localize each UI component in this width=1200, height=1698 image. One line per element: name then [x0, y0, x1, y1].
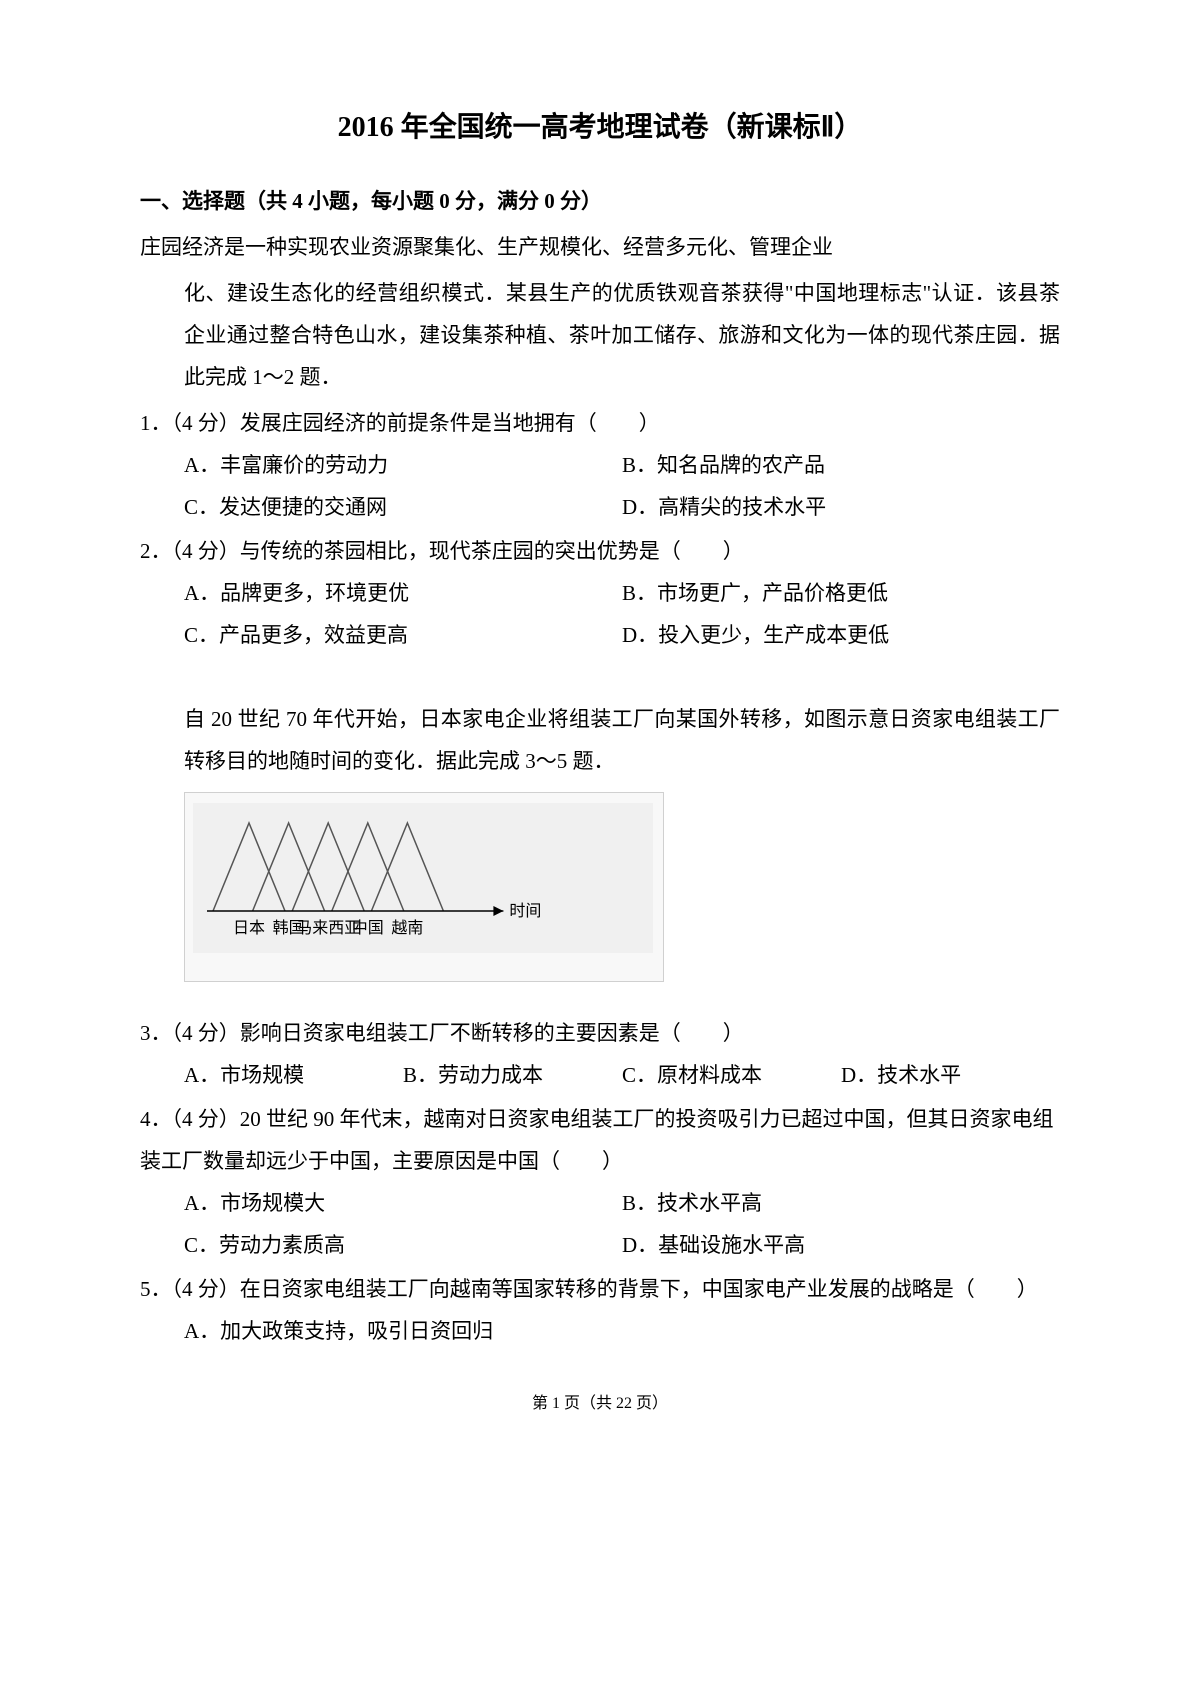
q2-option-a: A．品牌更多，环境更优	[184, 572, 622, 614]
footer-mid: 页（共	[560, 1395, 616, 1412]
q1-options: A．丰富廉价的劳动力 B．知名品牌的农产品 C．发达便捷的交通网 D．高精尖的技…	[140, 444, 1060, 528]
page-footer: 第 1 页（共 22 页）	[140, 1388, 1060, 1420]
diagram-frame: 日本韩国马来西亚中国越南时间	[184, 792, 664, 982]
footer-page: 1	[552, 1395, 560, 1412]
question-2: 2．（4 分）与传统的茶园相比，现代茶庄园的突出优势是（ ） A．品牌更多，环境…	[140, 530, 1060, 656]
q4-option-b: B．技术水平高	[622, 1182, 1060, 1224]
q3-option-a: A．市场规模	[184, 1054, 403, 1096]
q5-option-a: A．加大政策支持，吸引日资回归	[140, 1310, 1060, 1352]
footer-total: 22	[616, 1395, 632, 1412]
q1-stem: 1．（4 分）发展庄园经济的前提条件是当地拥有（ ）	[140, 402, 1060, 444]
passage-1-rest: 化、建设生态化的经营组织模式．某县生产的优质铁观音茶获得"中国地理标志"认证．该…	[140, 272, 1060, 398]
svg-text:越南: 越南	[391, 919, 423, 937]
q3-option-b: B．劳动力成本	[403, 1054, 622, 1096]
q1-option-b: B．知名品牌的农产品	[622, 444, 1060, 486]
q1-option-a: A．丰富廉价的劳动力	[184, 444, 622, 486]
q3-option-d: D．技术水平	[841, 1054, 1060, 1096]
q3-options: A．市场规模 B．劳动力成本 C．原材料成本 D．技术水平	[140, 1054, 1060, 1096]
q3-option-c: C．原材料成本	[622, 1054, 841, 1096]
section-header: 一、选择题（共 4 小题，每小题 0 分，满分 0 分）	[140, 180, 1060, 222]
footer-prefix: 第	[532, 1395, 552, 1412]
q4-option-c: C．劳动力素质高	[184, 1224, 622, 1266]
diagram-svg: 日本韩国马来西亚中国越南时间	[193, 803, 653, 953]
page-title: 2016 年全国统一高考地理试卷（新课标Ⅱ）	[140, 100, 1060, 156]
passage-2: 自 20 世纪 70 年代开始，日本家电企业将组装工厂向某国外转移，如图示意日资…	[140, 698, 1060, 782]
q3-stem: 3．（4 分）影响日资家电组装工厂不断转移的主要因素是（ ）	[140, 1012, 1060, 1054]
q4-option-d: D．基础设施水平高	[622, 1224, 1060, 1266]
q4-options: A．市场规模大 B．技术水平高 C．劳动力素质高 D．基础设施水平高	[140, 1182, 1060, 1266]
svg-text:时间: 时间	[509, 902, 541, 920]
transfer-diagram: 日本韩国马来西亚中国越南时间	[140, 792, 1060, 982]
q4-stem: 4．（4 分）20 世纪 90 年代末，越南对日资家电组装工厂的投资吸引力已超过…	[140, 1098, 1060, 1182]
q1-option-c: C．发达便捷的交通网	[184, 486, 622, 528]
q5-stem: 5．（4 分）在日资家电组装工厂向越南等国家转移的背景下，中国家电产业发展的战略…	[140, 1268, 1060, 1310]
question-1: 1．（4 分）发展庄园经济的前提条件是当地拥有（ ） A．丰富廉价的劳动力 B．…	[140, 402, 1060, 528]
q2-option-d: D．投入更少，生产成本更低	[622, 614, 1060, 656]
q2-stem: 2．（4 分）与传统的茶园相比，现代茶庄园的突出优势是（ ）	[140, 530, 1060, 572]
q4-option-a: A．市场规模大	[184, 1182, 622, 1224]
svg-text:日本: 日本	[233, 919, 265, 937]
question-5: 5．（4 分）在日资家电组装工厂向越南等国家转移的背景下，中国家电产业发展的战略…	[140, 1268, 1060, 1352]
q2-option-b: B．市场更广，产品价格更低	[622, 572, 1060, 614]
question-4: 4．（4 分）20 世纪 90 年代末，越南对日资家电组装工厂的投资吸引力已超过…	[140, 1098, 1060, 1266]
q2-option-c: C．产品更多，效益更高	[184, 614, 622, 656]
passage-1-line1: 庄园经济是一种实现农业资源聚集化、生产规模化、经营多元化、管理企业	[140, 226, 1060, 268]
svg-text:马来西亚: 马来西亚	[296, 919, 360, 937]
question-3: 3．（4 分）影响日资家电组装工厂不断转移的主要因素是（ ） A．市场规模 B．…	[140, 1012, 1060, 1096]
q1-option-d: D．高精尖的技术水平	[622, 486, 1060, 528]
footer-suffix: 页）	[632, 1395, 668, 1412]
svg-text:中国: 中国	[352, 919, 384, 937]
q2-options: A．品牌更多，环境更优 B．市场更广，产品价格更低 C．产品更多，效益更高 D．…	[140, 572, 1060, 656]
